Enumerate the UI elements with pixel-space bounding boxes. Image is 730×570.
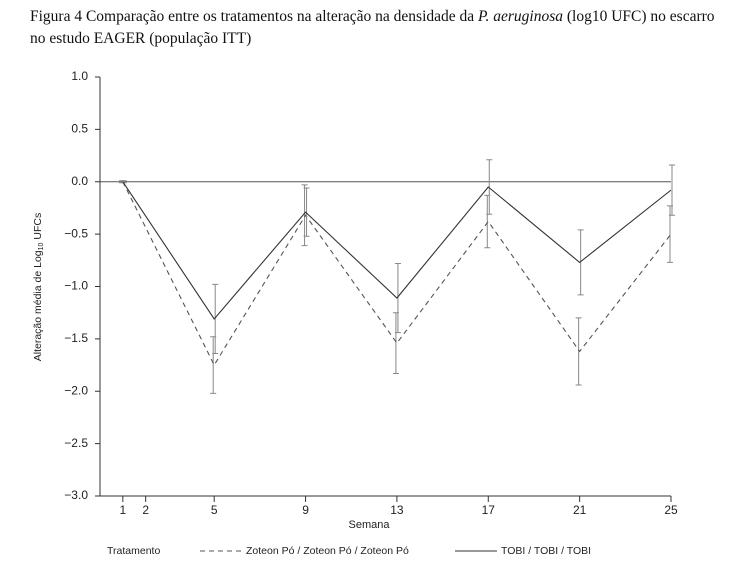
legend-label: TOBI / TOBI / TOBI	[501, 545, 591, 557]
legend: Tratamento Zoteon Pó / Zoteon Pó / Zoteon…	[107, 545, 591, 557]
y-tick-label: 0.5	[71, 122, 88, 136]
y-tick-label: −1.5	[64, 331, 88, 345]
error-bar	[575, 317, 582, 386]
y-axis-label: Alteração média de Log10 UFCs	[32, 213, 45, 362]
error-bar	[301, 184, 308, 247]
title-italic: P. aeruginosa	[478, 8, 564, 25]
error-bar	[577, 229, 584, 296]
y-tick-label: −1.0	[64, 279, 88, 293]
x-tick-label: 25	[664, 503, 678, 517]
error-bar	[303, 187, 310, 237]
x-tick-label: 9	[302, 503, 309, 517]
x-tick-label: 1	[119, 503, 126, 517]
title-text: (log10 UFC) no escarro no estudo EAGER (…	[30, 8, 715, 47]
error-bar	[212, 283, 219, 355]
y-label-part: Alteração média de Log	[32, 250, 44, 361]
error-bar	[394, 262, 401, 334]
x-axis-label: Semana	[349, 519, 391, 531]
y-tick-label: −2.0	[64, 383, 88, 397]
chart-title: Figura 4 Comparação entre os tratamentos…	[30, 6, 720, 50]
error-bar	[669, 164, 675, 216]
y-tick-label: 0.0	[71, 174, 88, 188]
x-tick-label: 5	[211, 503, 218, 517]
series-line	[122, 181, 672, 320]
legend-label: Zoteon Pó / Zoteon Pó / Zoteon Pó	[246, 545, 409, 557]
legend-title: Tratamento	[107, 545, 160, 557]
x-tick-label: 17	[482, 503, 496, 517]
y-tick-label: −0.5	[64, 226, 88, 240]
series-line	[122, 181, 672, 367]
title-text: Figura 4 Comparação entre os tratamentos…	[30, 8, 475, 25]
x-tick-label: 13	[390, 503, 404, 517]
error-bar	[486, 159, 493, 215]
x-tick-label: 21	[573, 503, 587, 517]
x-tick-label: 2	[142, 503, 149, 517]
y-tick-label: −2.5	[64, 436, 88, 450]
y-label-sub: 10	[38, 242, 45, 250]
y-tick-label: −3.0	[64, 488, 88, 502]
y-label-part: UFCs	[32, 213, 44, 240]
y-tick-label: 1.0	[71, 69, 88, 83]
